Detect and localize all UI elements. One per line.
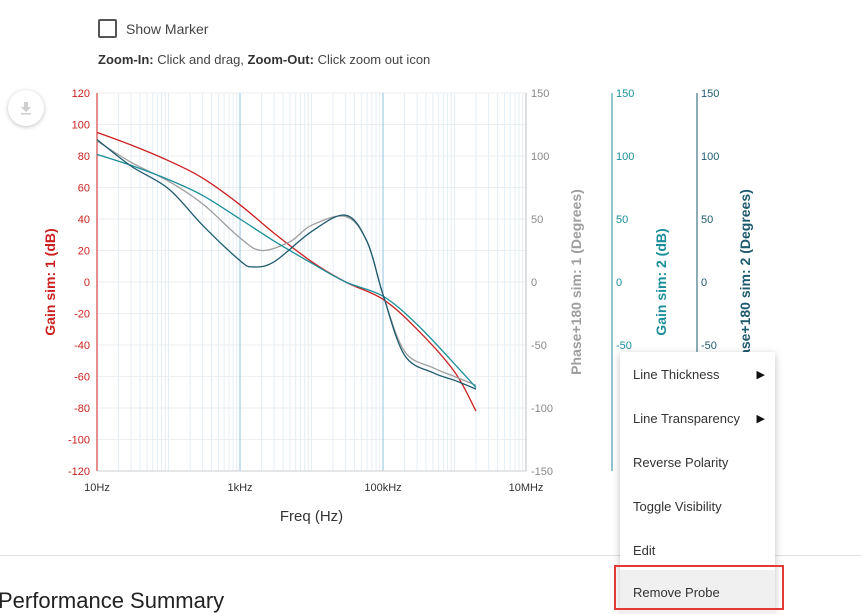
y-tick-label-phase1: -150: [531, 466, 553, 478]
menu-item-line-thickness[interactable]: Line Thickness ▶: [620, 352, 775, 396]
y-tick-label-gain1: 40: [78, 214, 90, 226]
y-tick-label-phase1: 50: [531, 214, 543, 226]
submenu-arrow-icon: ▶: [756, 412, 765, 425]
y-tick-label-gain1: -20: [74, 309, 90, 321]
y-axis-title-phase2: Phase+180 sim: 2 (Degrees): [737, 189, 753, 375]
submenu-arrow-icon: ▶: [756, 368, 765, 381]
y-tick-label-gain1: -100: [68, 435, 90, 447]
y-axis-title-gain1: Gain sim: 1 (dB): [42, 228, 58, 335]
x-tick-label: 10MHz: [509, 482, 544, 494]
y-tick-label-phase1: 100: [531, 151, 549, 163]
menu-item-label: Line Transparency: [633, 410, 740, 426]
show-marker-toggle[interactable]: Show Marker: [98, 19, 208, 38]
bode-plot-chart[interactable]: 120 100 80 60 40 20 0 -20 -40 -60 -80 -100 -120 150 10…: [0, 0, 861, 560]
y-tick-label-gain1: 0: [84, 277, 90, 289]
context-menu: Line Thickness ▶ Line Transparency ▶ Rev…: [620, 352, 775, 614]
y-tick-label-gain2: 100: [616, 151, 634, 163]
y-tick-label-gain1: 120: [72, 88, 90, 100]
show-marker-checkbox[interactable]: [98, 19, 117, 38]
y-axis-title-gain2: Gain sim: 2 (dB): [653, 228, 669, 335]
zoom-out-text: Click zoom out icon: [313, 52, 431, 67]
zoom-in-text: Click and drag,: [153, 52, 248, 67]
y-tick-label-gain2: -50: [616, 340, 632, 352]
y-tick-label-gain1: -80: [74, 403, 90, 415]
menu-item-toggle-visibility[interactable]: Toggle Visibility: [620, 484, 775, 528]
zoom-hint: Zoom-In: Click and drag, Zoom-Out: Click…: [98, 52, 430, 67]
zoom-in-label: Zoom-In:: [98, 52, 154, 67]
x-tick-label: 1kHz: [227, 482, 252, 494]
y-tick-label-gain2: 150: [616, 88, 634, 100]
y-axis-title-phase1: Phase+180 sim: 1 (Degrees): [568, 189, 584, 375]
menu-item-remove-probe[interactable]: Remove Probe: [620, 570, 775, 614]
section-divider: [0, 555, 861, 556]
menu-item-label: Edit: [633, 542, 656, 558]
menu-item-label: Line Thickness: [633, 366, 720, 382]
y-tick-label-phase1: 150: [531, 88, 549, 100]
menu-item-label: Remove Probe: [633, 584, 720, 600]
menu-item-line-transparency[interactable]: Line Transparency ▶: [620, 396, 775, 440]
chart-series[interactable]: [96, 131, 477, 412]
y-tick-label-gain1: -120: [68, 466, 90, 478]
remove-probe-highlight: [614, 565, 784, 610]
y-tick-label-gain2: 50: [616, 214, 628, 226]
show-marker-label: Show Marker: [126, 20, 209, 37]
y-tick-label-gain1: -40: [74, 340, 90, 352]
y-tick-label-phase1: 0: [531, 277, 537, 289]
series-line-4[interactable]: [96, 139, 477, 390]
series-line-2[interactable]: [96, 140, 477, 386]
menu-item-label: Reverse Polarity: [633, 454, 729, 470]
y-tick-label-gain1: 80: [78, 151, 90, 163]
y-tick-label-gain1: 20: [78, 246, 90, 258]
y-tick-label-phase2: 150: [701, 88, 719, 100]
zoom-out-label: Zoom-Out:: [247, 52, 314, 67]
chart-labels: 120 100 80 60 40 20 0 -20 -40 -60 -80 -100 -120 150 10…: [42, 88, 753, 525]
x-tick-label: 100kHz: [364, 482, 401, 494]
performance-summary-title: Performance Summary: [0, 588, 225, 613]
y-tick-label-gain1: 100: [72, 120, 90, 132]
series-line-1[interactable]: [96, 131, 477, 412]
y-tick-label-phase2: 50: [701, 214, 713, 226]
y-tick-label-gain1: -60: [74, 372, 90, 384]
y-tick-label-gain2: 0: [616, 277, 622, 289]
chart-grid: [96, 92, 527, 472]
y-tick-label-phase1: -100: [531, 403, 553, 415]
download-button[interactable]: [8, 90, 44, 126]
menu-item-label: Toggle Visibility: [633, 498, 722, 514]
series-line-3[interactable]: [96, 153, 477, 388]
y-tick-label-phase2: 0: [701, 277, 707, 289]
y-tick-label-gain1: 60: [78, 183, 90, 195]
menu-item-reverse-polarity[interactable]: Reverse Polarity: [620, 440, 775, 484]
menu-item-edit[interactable]: Edit: [620, 528, 775, 572]
download-icon: [21, 102, 31, 115]
y-tick-label-phase2: 100: [701, 151, 719, 163]
y-tick-label-phase1: -50: [531, 340, 547, 352]
x-axis-title: Freq (Hz): [280, 508, 343, 525]
x-tick-label: 10Hz: [84, 482, 110, 494]
y-tick-label-phase2: -50: [701, 340, 717, 352]
